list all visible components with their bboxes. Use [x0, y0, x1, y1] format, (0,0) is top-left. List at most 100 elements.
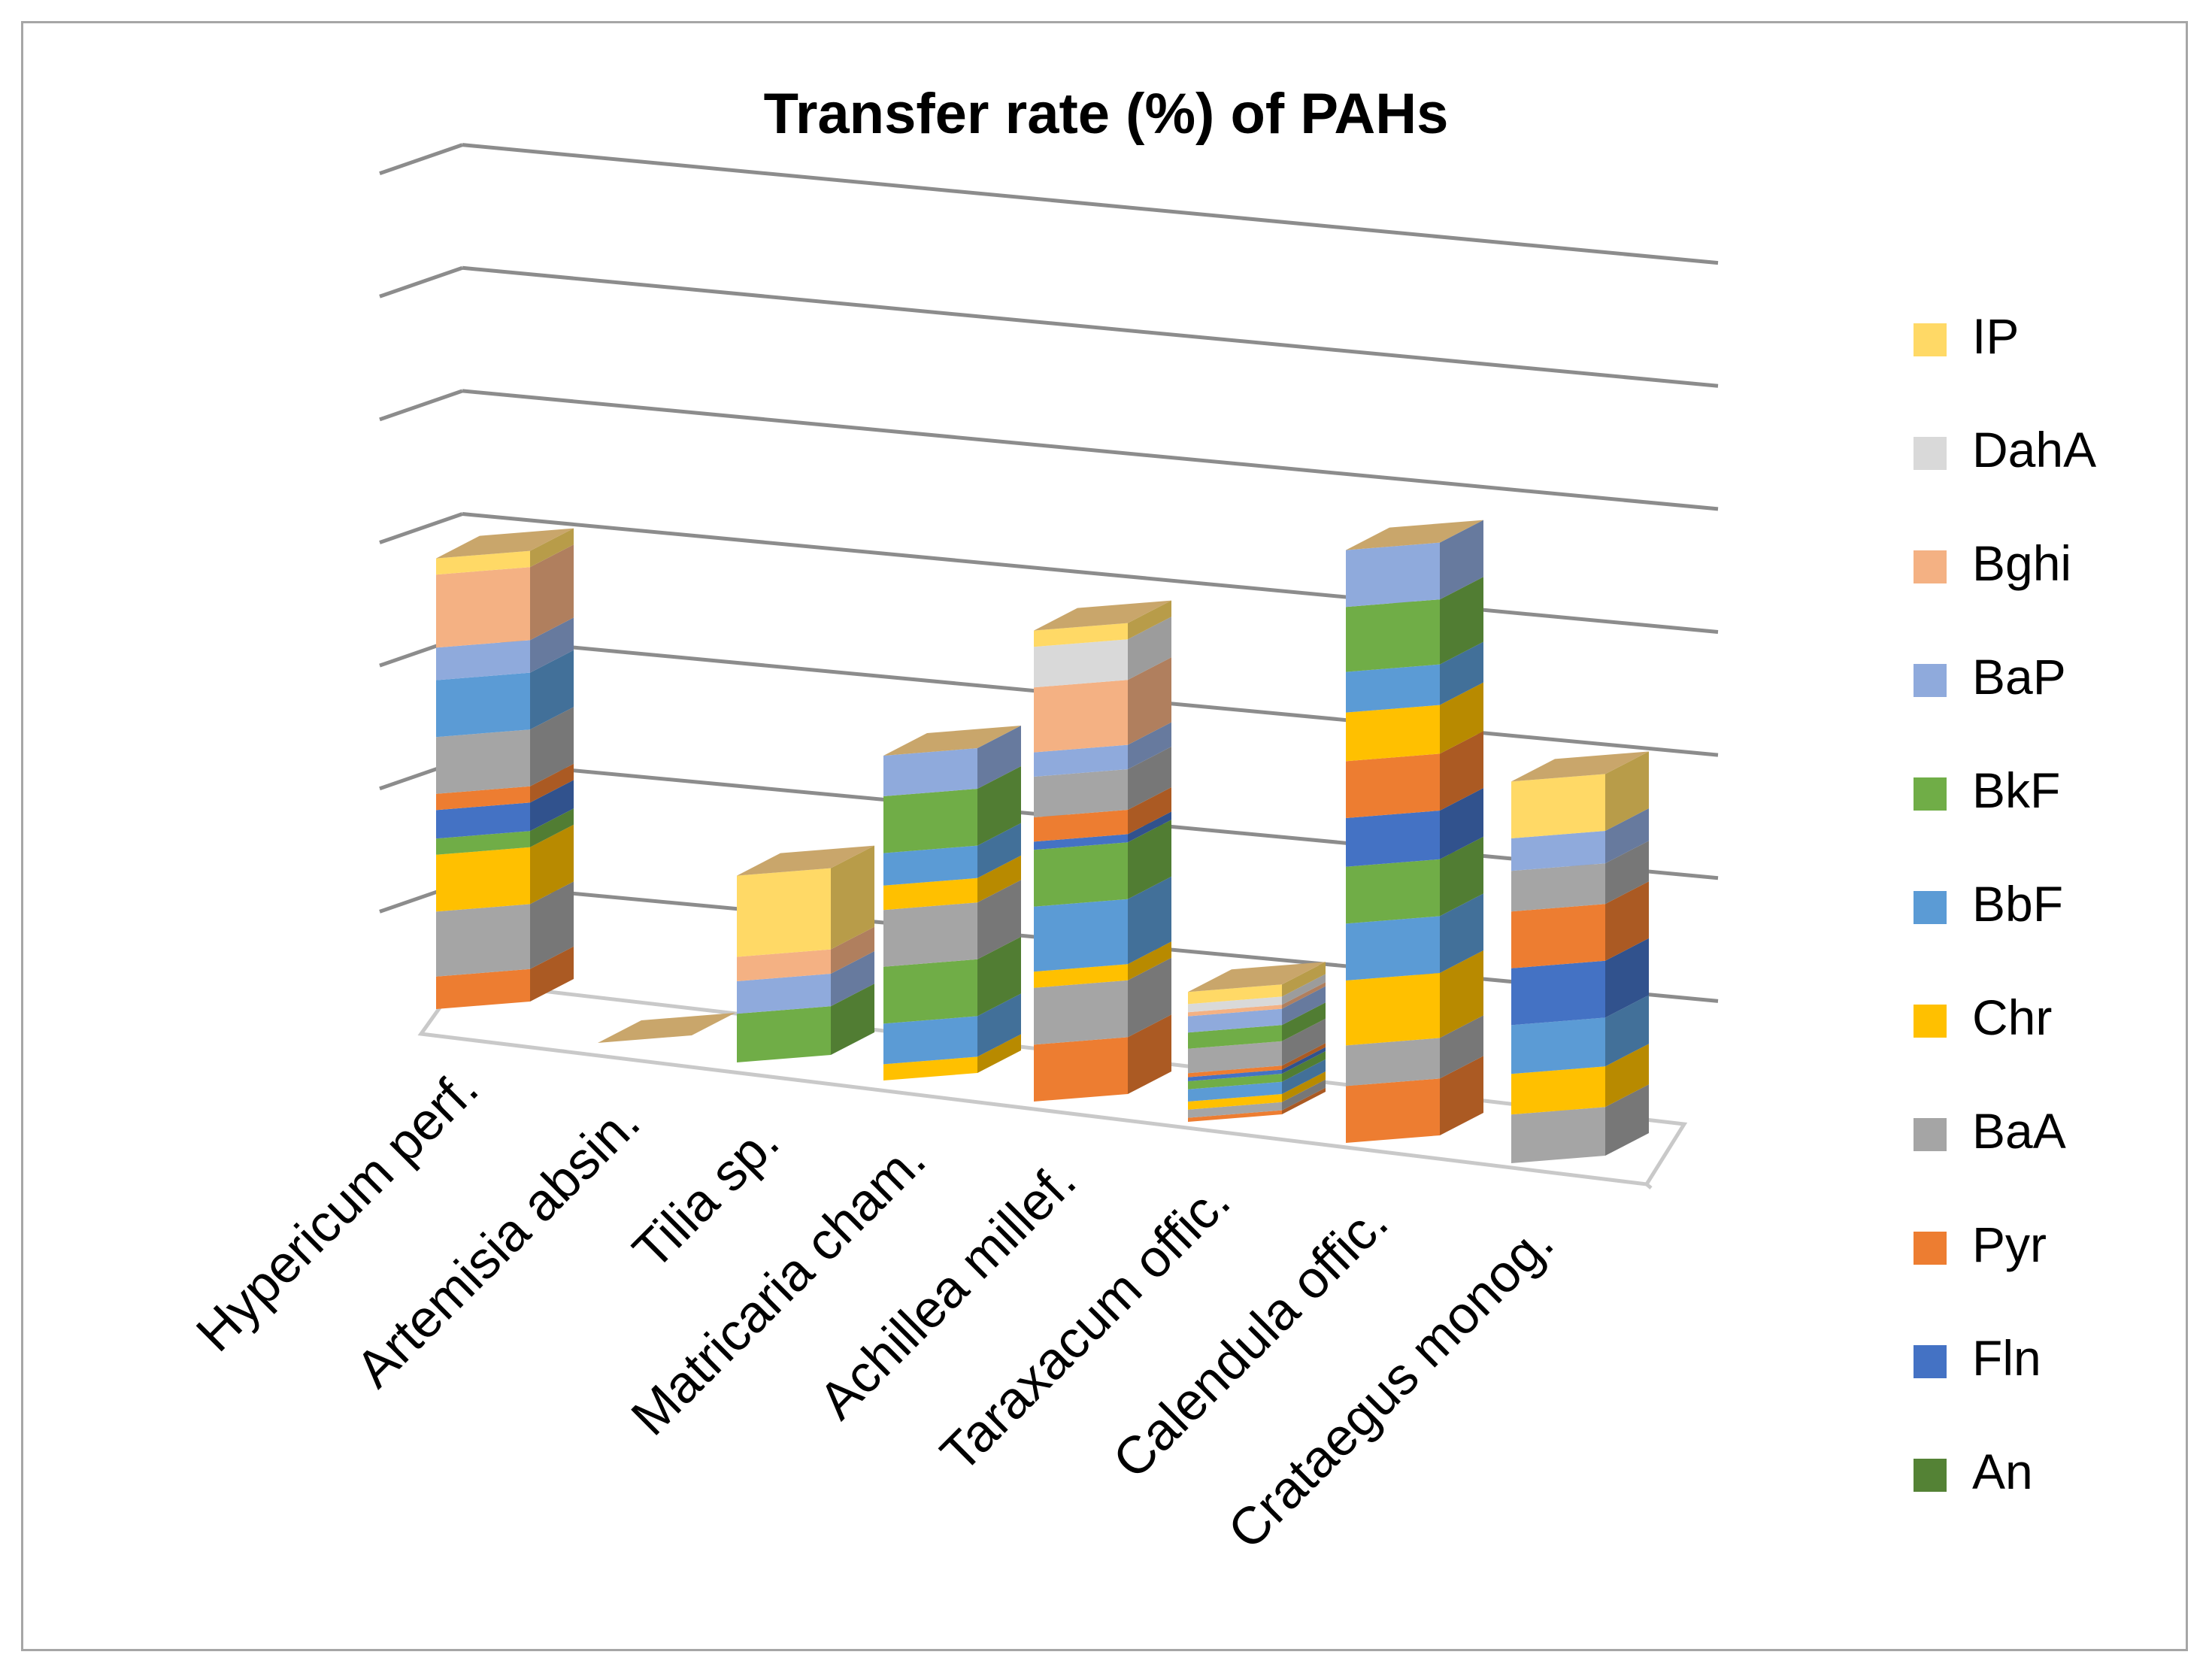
- bar-segment-side: [1282, 962, 1326, 997]
- legend-swatch: [1914, 323, 1947, 356]
- bar-segment-side: [1440, 577, 1483, 665]
- bar-segment-front: [1346, 1038, 1440, 1087]
- bar-segment-front: [883, 902, 977, 967]
- bar-segment-front: [1346, 542, 1440, 608]
- bar-segment-front: [883, 959, 977, 1024]
- bar-segment-front: [883, 789, 977, 853]
- legend-label: Chr: [1972, 990, 2052, 1045]
- bar-segment-front: [1511, 831, 1605, 871]
- legend-label: An: [1972, 1444, 2033, 1499]
- bar-segment-front: [1188, 1008, 1282, 1033]
- gridline-side: [379, 512, 463, 544]
- bar-segment-side: [1128, 957, 1171, 1038]
- bar-segment-front: [1034, 834, 1128, 850]
- legend-label: BaA: [1972, 1103, 2066, 1159]
- bar-segment-front: [1034, 899, 1128, 972]
- bar-segment-front: [436, 729, 530, 794]
- bar-segment-side: [831, 845, 874, 950]
- bar-segment-front: [1511, 904, 1605, 968]
- bar-segment-side: [530, 881, 574, 969]
- gridline: [462, 512, 1719, 635]
- bar-segment-front: [1034, 964, 1128, 988]
- bar-segment-front: [1346, 664, 1440, 713]
- bar-segment-front: [436, 640, 530, 680]
- gridline: [462, 389, 1719, 511]
- bar-segment-front: [737, 949, 831, 981]
- bar-segment-front: [1034, 623, 1128, 647]
- legend-swatch: [1914, 437, 1947, 470]
- bar-segment-side: [1282, 1087, 1326, 1114]
- bar-segment-front: [1034, 744, 1128, 777]
- bar-top-cap: [1188, 962, 1326, 993]
- bar-segment-side: [1440, 893, 1483, 973]
- gridline-side: [379, 143, 463, 176]
- legend-label: Pyr: [1972, 1217, 2047, 1272]
- bar-segment-front: [1511, 774, 1605, 838]
- bar-segment-side: [1605, 808, 1649, 864]
- legend-swatch: [1914, 1232, 1947, 1265]
- bar-segment-front: [1188, 1065, 1282, 1077]
- bar-segment-front: [1511, 1107, 1605, 1163]
- bar-segment-front: [883, 845, 977, 886]
- bar-segment-front: [737, 974, 831, 1014]
- bar-segment-front: [436, 786, 530, 811]
- bar-segment-front: [1346, 753, 1440, 818]
- bars-layer: [436, 520, 1649, 1163]
- legend-label: BbF: [1972, 876, 2063, 932]
- bar-segment-front: [883, 1016, 977, 1065]
- bar-segment-side: [1128, 600, 1171, 640]
- bar-segment-front: [1511, 1066, 1605, 1115]
- bar-segment-front: [1346, 973, 1440, 1046]
- bar-segment-front: [1346, 859, 1440, 924]
- bar-segment-side: [1440, 1056, 1483, 1135]
- bar-segment-front: [1188, 1102, 1282, 1118]
- bar-top-cap: [1346, 520, 1483, 550]
- bar-segment-front: [436, 904, 530, 977]
- bar-segment-side: [1282, 1043, 1326, 1070]
- gridline: [462, 143, 1719, 265]
- legend-swatch: [1914, 1459, 1947, 1492]
- bar-segment-side: [1128, 657, 1171, 745]
- legend: IP DahA Bghi BaP BkF BbF Chr BaA Pyr Fln An: [1914, 308, 2096, 1499]
- legend-label: BkF: [1972, 762, 2060, 818]
- bar-segment-side: [530, 528, 574, 568]
- legend-swatch: [1914, 1345, 1947, 1378]
- bar-segment-front: [1034, 810, 1128, 842]
- bar-segment-side: [1282, 986, 1326, 1026]
- bar-segment-side: [1440, 950, 1483, 1038]
- bar-segment-side: [1605, 751, 1649, 831]
- bar-segment-side: [1282, 1059, 1326, 1094]
- bar-segment-front: [1034, 769, 1128, 817]
- gridline: [462, 265, 1719, 388]
- legend-label: Fln: [1972, 1330, 2041, 1386]
- bar-segment-side: [1128, 722, 1171, 769]
- category-label: Crataegus monog.: [1217, 1212, 1564, 1559]
- legend-swatch: [1914, 550, 1947, 583]
- bar-segment-side: [1282, 1018, 1326, 1066]
- bar-segment-front: [883, 877, 977, 911]
- legend-swatch: [1914, 664, 1947, 697]
- bar-top-cap: [1511, 751, 1649, 782]
- bar-segment-front: [1511, 863, 1605, 912]
- bar-segment-side: [831, 983, 874, 1055]
- bar-segment-side: [977, 880, 1021, 959]
- bar-segment-front: [1034, 639, 1128, 688]
- bar-segment-side: [1282, 1071, 1326, 1102]
- bar-segment-side: [977, 993, 1021, 1057]
- bar-segment-side: [1128, 747, 1171, 810]
- bar-segment-front: [1188, 996, 1282, 1013]
- floor-edge: [1645, 1183, 1653, 1190]
- bar-segment-front: [1188, 1110, 1282, 1122]
- bar-segment-side: [977, 766, 1021, 846]
- bar-segment-side: [1440, 1015, 1483, 1079]
- bar-segment-front: [1511, 960, 1605, 1026]
- bar-segment-side: [977, 855, 1021, 903]
- bar-segment-side: [1440, 520, 1483, 600]
- bar-segment-front: [436, 550, 530, 575]
- category-label: Matricaria cham.: [620, 1129, 937, 1446]
- bar-segment-side: [831, 951, 874, 1007]
- bar-segment-front: [1188, 1025, 1282, 1049]
- bar-top-cap: [598, 1013, 735, 1043]
- bar-segment-side: [1440, 788, 1483, 859]
